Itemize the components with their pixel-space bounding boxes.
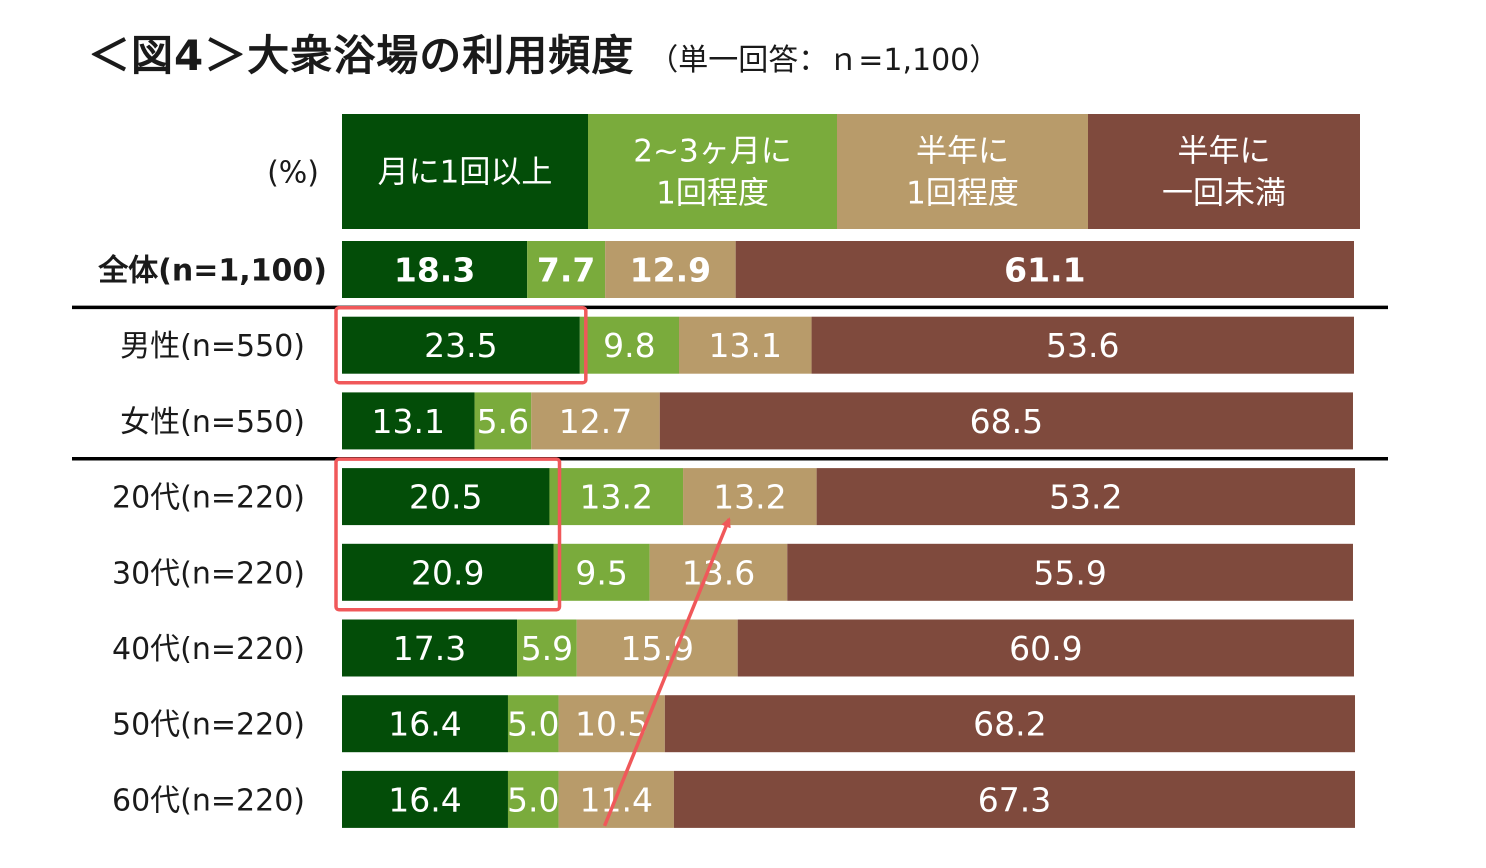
legend-label-4: 一回未満 (1162, 176, 1286, 212)
data-label: 17.3 (393, 629, 466, 668)
data-label: 53.2 (1049, 478, 1122, 517)
row-labels: 全体(n=1,100) 男性(n=550) 女性(n=550) 20代(n=220) 3… (97, 254, 327, 819)
data-label: 13.6 (682, 553, 755, 592)
category-label: 女性(n=550) (120, 405, 305, 440)
legend-label-1: 月に1回以上 (378, 155, 553, 191)
legend-swatch-1 (342, 114, 588, 229)
bar-segment (673, 770, 1356, 828)
trend-arrow (602, 517, 731, 827)
data-label: 13.1 (709, 326, 782, 365)
data-label: 60.9 (1009, 629, 1082, 668)
bar-segment (737, 619, 1354, 677)
chart-title: ＜図4＞大衆浴場の利用頻度 （単一回答：ｎ=1,100） (88, 22, 999, 83)
chart-title-main: ＜図4＞大衆浴場の利用頻度 (88, 31, 635, 80)
data-label: 9.8 (603, 326, 655, 365)
bar-segment (342, 695, 508, 753)
bar-segment (342, 241, 528, 298)
data-label: 13.2 (580, 478, 653, 517)
annotations (72, 305, 1388, 827)
bar-segment (531, 392, 660, 450)
data-label: 61.1 (1004, 251, 1085, 290)
category-label: 全体(n=1,100) (97, 254, 327, 289)
bar-segment (553, 543, 650, 601)
bar-segment (517, 619, 577, 677)
data-label: 10.5 (575, 705, 648, 744)
data-label: 5.6 (477, 402, 529, 441)
legend-label-4: 半年に (1178, 134, 1271, 170)
data-label: 7.7 (537, 251, 595, 290)
data-label: 23.5 (424, 326, 497, 365)
bar-segment (576, 619, 738, 677)
legend-swatch-3 (837, 114, 1088, 229)
category-label: 30代(n=220) (112, 556, 305, 591)
category-label: 男性(n=550) (120, 329, 305, 364)
bar-segment (811, 316, 1354, 374)
data-label: 20.5 (409, 478, 482, 517)
data-label: 12.7 (559, 402, 632, 441)
bar-segment (342, 770, 508, 828)
category-label: 20代(n=220) (112, 481, 305, 516)
bar-segment (342, 543, 554, 601)
bar-segment (474, 392, 532, 450)
bar-segment (787, 543, 1353, 601)
bar-segment (527, 241, 606, 298)
bar-segment (649, 543, 788, 601)
bar-segment (664, 695, 1356, 753)
data-label: 5.0 (507, 705, 559, 744)
bar-segment (579, 316, 679, 374)
legend-label-2: 2~3ヶ月に (633, 134, 791, 170)
category-label: 60代(n=220) (112, 783, 305, 818)
data-label: 12.9 (630, 251, 711, 290)
bar-segment (816, 468, 1356, 526)
category-label: 50代(n=220) (112, 708, 305, 743)
data-label: 68.2 (973, 705, 1046, 744)
data-label: 5.0 (507, 780, 559, 819)
data-label: 13.1 (372, 402, 445, 441)
unit-label: (%) (267, 156, 319, 191)
data-label: 5.9 (521, 629, 573, 668)
data-label: 9.5 (575, 553, 627, 592)
data-label: 18.3 (394, 251, 475, 290)
data-label: 67.3 (978, 780, 1051, 819)
bar-segment (549, 468, 684, 526)
bar-segment (678, 316, 812, 374)
bars: 18.3 7.7 12.9 61.1 23.5 9.8 13.1 53.6 13.1 5.6 12.… (342, 241, 1356, 828)
bar-segment (659, 392, 1353, 450)
bar-segment (605, 241, 736, 298)
bar-segment (735, 241, 1354, 298)
data-label: 53.6 (1046, 326, 1119, 365)
legend-label-2: 1回程度 (656, 176, 769, 212)
legend-swatch-4 (1088, 114, 1360, 229)
bar-segment (342, 619, 518, 677)
legend-swatch-2 (588, 114, 837, 229)
data-label: 68.5 (970, 402, 1043, 441)
category-label: 40代(n=220) (112, 632, 305, 667)
data-label: 16.4 (388, 705, 461, 744)
bar-segment (342, 392, 475, 450)
data-label: 13.2 (713, 478, 786, 517)
highlight-box (334, 457, 562, 612)
legend-label-3: 1回程度 (906, 176, 1019, 212)
legend-label-3: 半年に (916, 134, 1009, 170)
bar-segment (507, 770, 559, 828)
highlight-box (334, 305, 588, 385)
chart-title-sub: （単一回答：ｎ=1,100） (648, 43, 1000, 78)
bar-segment (683, 468, 817, 526)
data-label: 55.9 (1033, 553, 1106, 592)
bar-segment (342, 468, 550, 526)
bar-segment (342, 316, 580, 374)
bar-segment (507, 695, 559, 753)
data-label: 20.9 (411, 553, 484, 592)
data-label: 16.4 (388, 780, 461, 819)
